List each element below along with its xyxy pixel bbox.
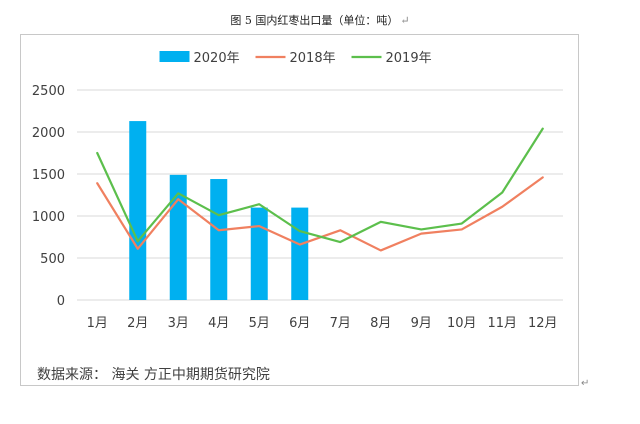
y-tick-label: 2000 <box>32 126 65 141</box>
x-tick-label: 8月 <box>370 316 391 331</box>
legend-swatch <box>159 51 190 62</box>
legend: 2020年 2018年 2019年 <box>159 51 432 66</box>
x-tick-label: 11月 <box>487 316 517 331</box>
x-tick-label: 4月 <box>208 316 229 331</box>
legend-label: 2020年 <box>194 51 240 66</box>
bar <box>210 179 228 300</box>
legend-label: 2019年 <box>386 51 432 66</box>
x-tick-label: 10月 <box>447 316 477 331</box>
x-tick-label: 1月 <box>87 316 108 331</box>
bar-series <box>129 121 309 300</box>
caption-text: 图 5 国内红枣出口量（单位：吨） <box>230 14 399 27</box>
bar <box>291 207 309 300</box>
bar <box>129 121 147 300</box>
x-tick-label: 9月 <box>411 316 432 331</box>
y-tick-label: 1500 <box>32 168 65 183</box>
source-note: 数据来源： 海关 方正中期期货研究院 <box>37 366 270 383</box>
x-tick-label: 6月 <box>289 316 310 331</box>
grid-lines <box>77 89 563 301</box>
line-series <box>96 127 544 252</box>
return-mark-outer-icon: ↵ <box>581 378 590 389</box>
legend-label: 2018年 <box>290 51 336 66</box>
x-tick-label: 3月 <box>168 316 189 331</box>
figure-caption: 图 5 国内红枣出口量（单位：吨） ↵ <box>0 12 640 28</box>
x-tick-label: 2月 <box>127 316 148 331</box>
y-tick-label: 500 <box>40 252 65 267</box>
series-line <box>96 127 544 244</box>
y-tick-label: 1000 <box>32 210 65 225</box>
bar <box>250 207 268 300</box>
x-tick-label: 7月 <box>330 316 351 331</box>
return-mark-icon: ↵ <box>400 14 410 27</box>
x-tick-label: 12月 <box>528 316 558 331</box>
chart-panel: 0 500 1000 1500 2000 2500 1月 2月 3月 4月 5月 6月 7月 8月 9月 1… <box>20 34 579 386</box>
x-tick-label: 5月 <box>249 316 270 331</box>
y-axis: 0 500 1000 1500 2000 2500 <box>32 84 65 309</box>
x-axis: 1月 2月 3月 4月 5月 6月 7月 8月 9月 10月 11月 12月 <box>87 316 558 331</box>
y-tick-label: 2500 <box>32 84 65 99</box>
y-tick-label: 0 <box>57 294 65 309</box>
